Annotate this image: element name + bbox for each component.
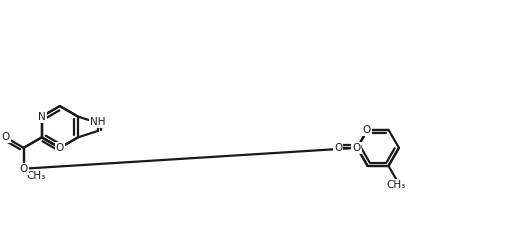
Text: O: O [19, 164, 28, 174]
Text: O: O [334, 143, 343, 153]
Text: CH₃: CH₃ [387, 180, 406, 190]
Text: CH₃: CH₃ [27, 171, 46, 181]
Text: O: O [56, 143, 64, 153]
Text: O: O [19, 164, 28, 174]
Text: NH: NH [90, 117, 105, 127]
Text: N: N [38, 112, 46, 122]
Text: O: O [19, 164, 28, 174]
Text: O: O [352, 143, 360, 153]
Text: O: O [353, 143, 361, 153]
Text: O: O [2, 132, 10, 142]
Text: O: O [362, 125, 371, 135]
